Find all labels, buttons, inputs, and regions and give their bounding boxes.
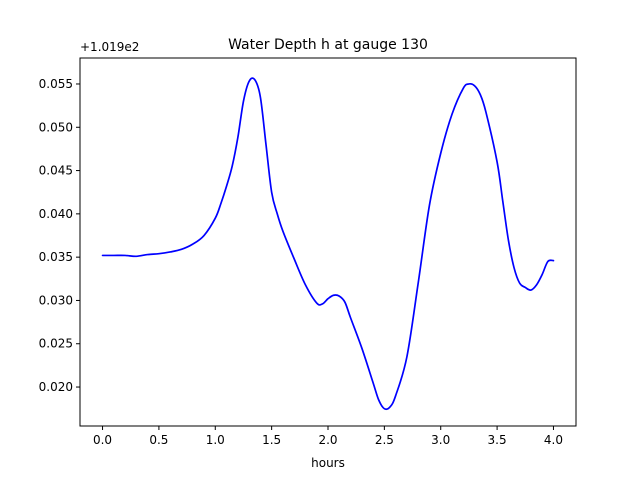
x-tick-label: 1.0	[206, 433, 225, 447]
x-tick-label: 1.5	[262, 433, 281, 447]
y-tick-label: 0.020	[39, 380, 73, 394]
y-tick-label: 0.055	[39, 77, 73, 91]
y-tick-label: 0.045	[39, 164, 73, 178]
chart-title: Water Depth h at gauge 130	[228, 37, 428, 53]
x-tick-label: 2.0	[318, 433, 337, 447]
y-tick-label: 0.050	[39, 120, 73, 134]
y-tick-label: 0.040	[39, 207, 73, 221]
y-axis-offset-label: +1.019e2	[80, 40, 139, 54]
plot-area-frame	[79, 57, 577, 427]
x-tick-label: 3.0	[431, 433, 450, 447]
y-tick-label: 0.030	[39, 293, 73, 307]
x-tick-label: 3.5	[488, 433, 507, 447]
series-line-water-depth	[101, 77, 555, 411]
x-tick-label: 2.5	[375, 433, 394, 447]
y-axis-ticks: 0.020 0.025 0.030 0.035 0.040 0.045 0.050 0.055	[39, 77, 80, 394]
x-tick-label: 0.0	[93, 433, 112, 447]
x-tick-label: 0.5	[149, 433, 168, 447]
x-tick-label: 4.0	[544, 433, 563, 447]
y-tick-label: 0.035	[39, 250, 73, 264]
y-tick-label: 0.025	[39, 337, 73, 351]
x-axis-ticks: 0.0 0.5 1.0 1.5 2.0 2.5 3.0 3.5 4.0	[93, 426, 563, 447]
x-axis-label: hours	[311, 456, 345, 470]
